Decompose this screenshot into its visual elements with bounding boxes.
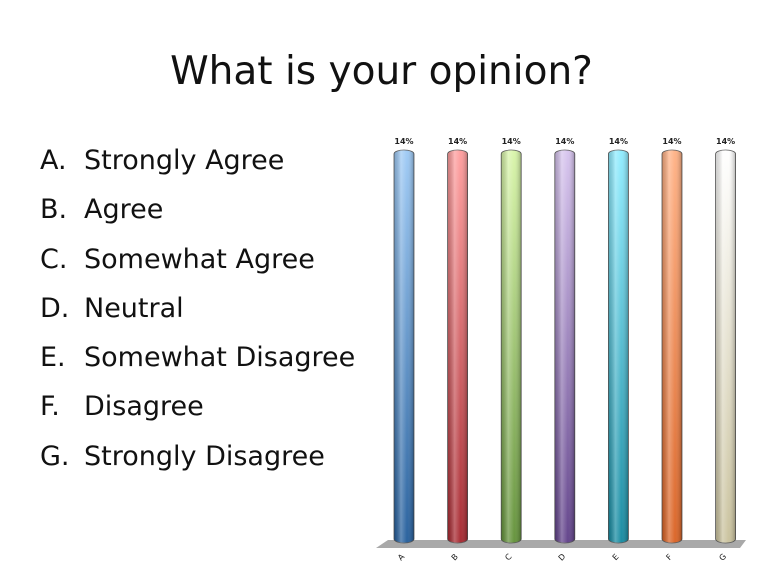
x-tick-label: C bbox=[503, 552, 514, 563]
data-label: 14% bbox=[448, 137, 467, 146]
x-tick-label: B bbox=[450, 552, 460, 562]
data-label: 14% bbox=[609, 137, 628, 146]
data-label: 14% bbox=[394, 137, 413, 146]
option-letter: B. bbox=[40, 194, 68, 226]
data-label: 14% bbox=[716, 137, 735, 146]
option-letter: C. bbox=[40, 243, 68, 275]
option-e: E. Somewhat Disagree bbox=[40, 333, 355, 382]
slide-title: What is your opinion? bbox=[170, 49, 593, 94]
x-tick-label: G bbox=[717, 552, 728, 563]
x-tick-label: E bbox=[611, 552, 621, 562]
option-d: D. Neutral bbox=[40, 284, 355, 333]
data-label: 14% bbox=[662, 137, 681, 146]
option-text: Strongly Agree bbox=[84, 145, 285, 176]
data-label: 14% bbox=[555, 137, 574, 146]
option-text: Somewhat Agree bbox=[84, 243, 315, 275]
option-text: Neutral bbox=[84, 292, 184, 324]
bar-shading bbox=[715, 150, 736, 543]
option-text: Agree bbox=[84, 194, 164, 226]
option-letter: E. bbox=[40, 342, 66, 374]
option-text: Disagree bbox=[84, 391, 204, 423]
x-tick-label: A bbox=[396, 552, 407, 563]
option-c: C. Somewhat Agree bbox=[40, 235, 355, 284]
chart-floor bbox=[376, 540, 746, 548]
data-label: 14% bbox=[502, 137, 521, 146]
option-g: G. Strongly Disagree bbox=[40, 432, 355, 481]
option-letter: A. bbox=[40, 145, 67, 176]
option-letter: D. bbox=[40, 292, 70, 324]
option-letter: G. bbox=[40, 440, 70, 472]
bar-shading bbox=[447, 150, 468, 543]
response-bar-chart: 14% A 14% B 14% C 14% D 14% E 14% F 14% G bbox=[376, 137, 746, 563]
option-a: A. Strongly Agree bbox=[40, 136, 355, 185]
bar-shading bbox=[501, 150, 522, 543]
bar-shading bbox=[394, 150, 414, 543]
option-b: B. Agree bbox=[40, 185, 355, 234]
option-text: Strongly Disagree bbox=[84, 440, 325, 472]
option-f: F. Disagree bbox=[40, 382, 355, 431]
option-text: Somewhat Disagree bbox=[84, 342, 356, 374]
x-tick-label: F bbox=[664, 552, 674, 562]
bar-shading bbox=[554, 150, 575, 543]
bar-shading bbox=[662, 150, 682, 543]
option-letter: F. bbox=[40, 391, 60, 423]
x-tick-label: D bbox=[557, 552, 568, 563]
bar-shading bbox=[608, 150, 629, 543]
answer-options-list: A. Strongly Agree B. Agree C. Somewhat Agre… bbox=[40, 136, 355, 481]
